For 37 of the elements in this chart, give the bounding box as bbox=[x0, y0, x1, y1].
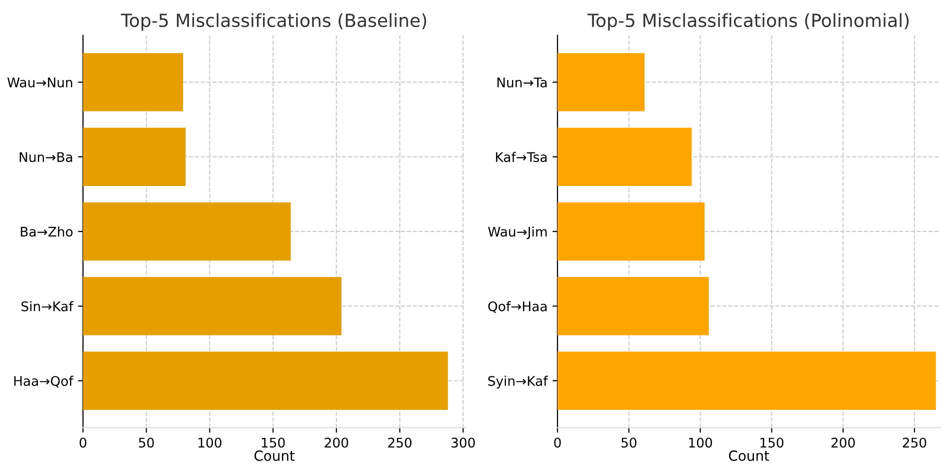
bar bbox=[558, 53, 645, 112]
bar bbox=[558, 202, 705, 261]
x-tick-label: 0 bbox=[554, 438, 561, 448]
x-tick-label: 250 bbox=[902, 438, 926, 448]
x-tick-label: 50 bbox=[138, 438, 154, 448]
y-tick-label: Haa→Qof bbox=[14, 376, 74, 388]
x-tick-label: 200 bbox=[324, 438, 348, 448]
x-tick-label: 200 bbox=[831, 438, 855, 448]
x-tick-label: 150 bbox=[760, 438, 784, 448]
x-tick-label: 150 bbox=[262, 438, 285, 448]
bar bbox=[558, 128, 692, 186]
x-tick-label: 0 bbox=[80, 438, 86, 448]
x-tick-label: 50 bbox=[622, 438, 636, 448]
bar bbox=[558, 352, 936, 410]
bar bbox=[82, 128, 186, 186]
bar bbox=[82, 352, 448, 410]
y-tick-label: Wau→Nun bbox=[7, 78, 72, 88]
x-tick-label: 100 bbox=[198, 438, 222, 448]
bar bbox=[558, 277, 709, 336]
y-tick-label: Syin→Kaf bbox=[488, 376, 548, 389]
y-tick-label: Nun→Ba bbox=[20, 152, 72, 162]
x-tick-label: 250 bbox=[388, 438, 412, 448]
x-tick-label: 300 bbox=[452, 438, 475, 448]
y-tick-label: Qof→Haa bbox=[488, 301, 547, 313]
bar bbox=[82, 277, 342, 336]
y-tick-label: Wau→Jim bbox=[488, 226, 547, 240]
chart-title: Top-5 Misclassifications (Polinomial) bbox=[587, 13, 909, 31]
x-tick-label: 100 bbox=[689, 438, 712, 448]
y-tick-label: Sin→Kaf bbox=[22, 301, 74, 312]
y-tick-label: Nun→Ta bbox=[497, 78, 547, 88]
bar bbox=[82, 202, 291, 261]
chart-title: Top-5 Misclassifications (Baseline) bbox=[120, 13, 426, 31]
x-axis-title: Count bbox=[728, 450, 770, 461]
y-tick-label: Kaf→Tsa bbox=[496, 152, 547, 162]
y-tick-label: Ba→Zho bbox=[20, 226, 73, 237]
x-axis-title: Count bbox=[254, 450, 295, 461]
bar bbox=[82, 53, 184, 112]
